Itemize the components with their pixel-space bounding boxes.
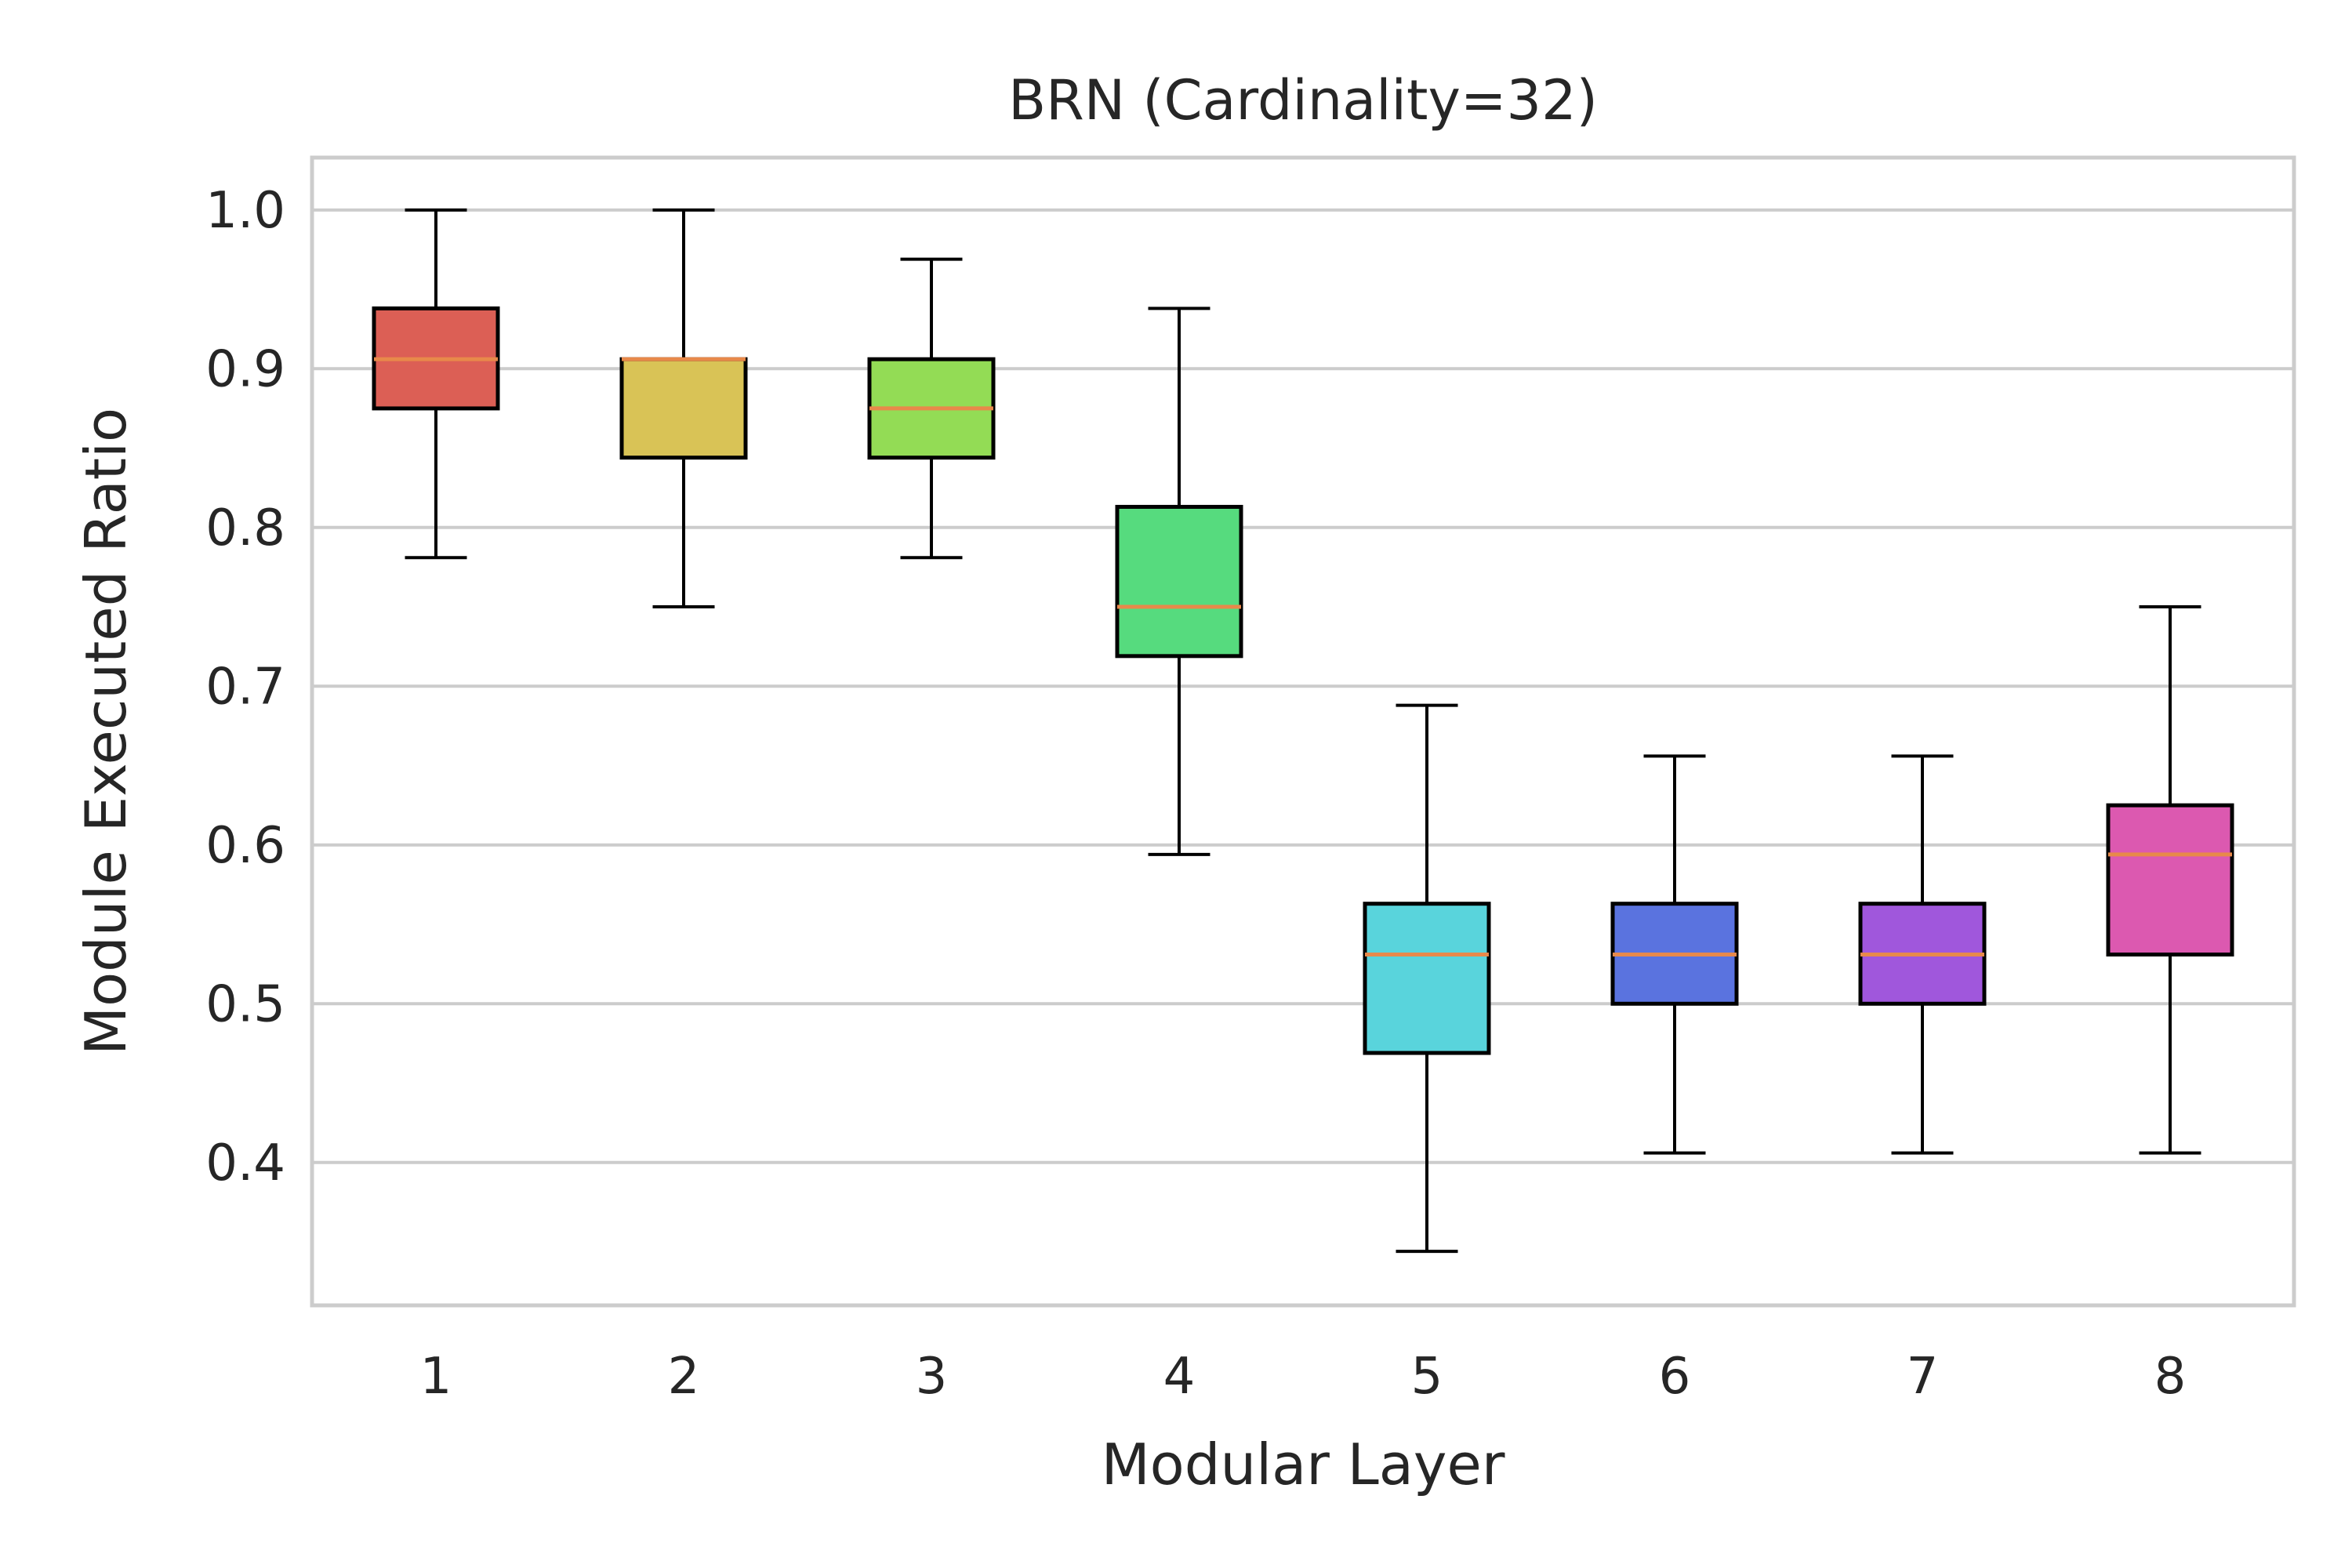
plot-area-frame bbox=[310, 155, 2296, 1308]
y-tick-label: 0.7 bbox=[205, 658, 285, 716]
x-tick-label: 8 bbox=[2154, 1348, 2187, 1406]
box-5 bbox=[1363, 703, 1491, 1254]
x-tick-label: 6 bbox=[1659, 1348, 1691, 1406]
box-7 bbox=[1858, 754, 1987, 1155]
x-tick-label: 5 bbox=[1411, 1348, 1443, 1406]
x-tick-label: 4 bbox=[1163, 1348, 1196, 1406]
y-tick-label: 1.0 bbox=[205, 182, 285, 240]
iqr-box bbox=[2106, 803, 2234, 956]
box-1 bbox=[372, 208, 500, 560]
box-3 bbox=[867, 257, 996, 560]
x-axis-label: Modular Layer bbox=[1102, 1432, 1505, 1497]
box-8 bbox=[2106, 605, 2234, 1155]
x-tick-label: 3 bbox=[916, 1348, 948, 1406]
iqr-box bbox=[1363, 902, 1491, 1055]
y-tick-label: 0.6 bbox=[205, 817, 285, 875]
chart-title: BRN (Cardinality=32) bbox=[1008, 68, 1598, 132]
y-tick-label: 0.5 bbox=[205, 975, 285, 1033]
iqr-box bbox=[1115, 504, 1243, 659]
iqr-box bbox=[619, 357, 748, 460]
y-tick-label: 0.8 bbox=[205, 499, 285, 557]
y-axis-label: Module Executed Ratio bbox=[73, 408, 139, 1055]
y-tick-label: 0.4 bbox=[205, 1134, 285, 1192]
box-6 bbox=[1610, 754, 1739, 1155]
x-tick-label: 1 bbox=[420, 1348, 452, 1406]
x-tick-label: 7 bbox=[1907, 1348, 1939, 1406]
box-2 bbox=[619, 208, 748, 609]
y-tick-label: 0.9 bbox=[205, 340, 285, 398]
y-tick-labels: 0.4 0.5 0.6 0.7 0.8 0.9 1.0 bbox=[205, 182, 285, 1192]
x-tick-label: 2 bbox=[668, 1348, 700, 1406]
box-series bbox=[372, 208, 2234, 1254]
x-tick-labels: 1 2 3 4 5 6 7 8 bbox=[420, 1348, 2187, 1406]
box-4 bbox=[1115, 307, 1243, 856]
